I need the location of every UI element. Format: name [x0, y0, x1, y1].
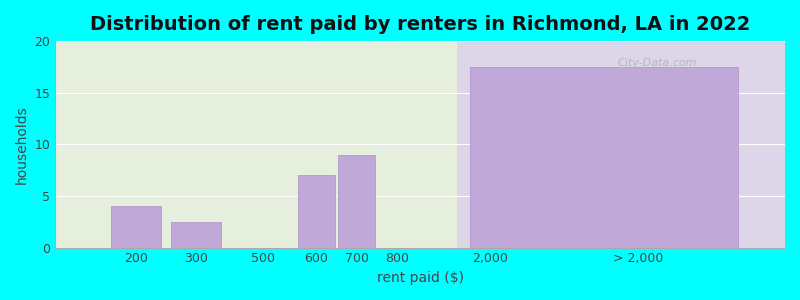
- Text: City-Data.com: City-Data.com: [617, 58, 697, 68]
- Bar: [110, 206, 161, 247]
- Bar: [457, 41, 785, 247]
- X-axis label: rent paid ($): rent paid ($): [377, 271, 464, 285]
- Bar: [470, 67, 738, 248]
- Bar: [170, 222, 221, 247]
- Bar: [338, 155, 375, 248]
- Y-axis label: households: households: [15, 105, 29, 184]
- Bar: [298, 175, 334, 248]
- Title: Distribution of rent paid by renters in Richmond, LA in 2022: Distribution of rent paid by renters in …: [90, 15, 750, 34]
